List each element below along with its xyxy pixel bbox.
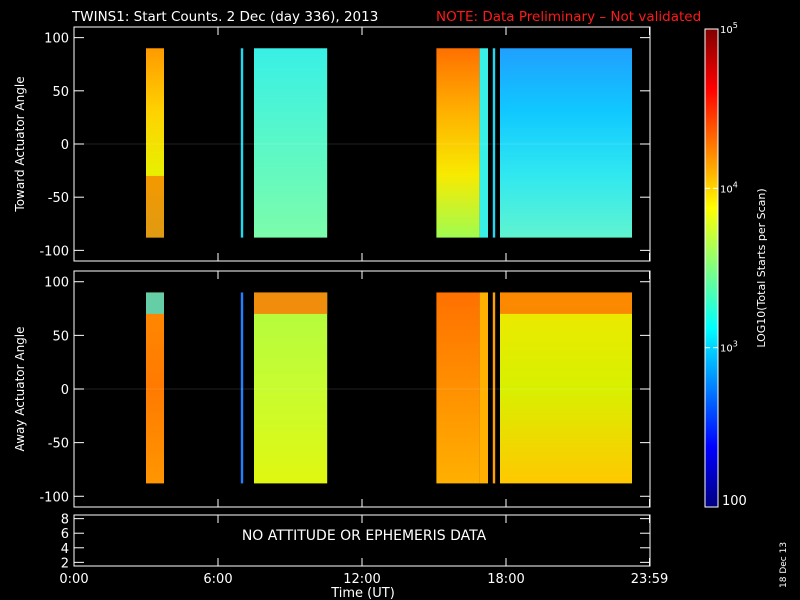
- heatmap-block: [240, 292, 244, 484]
- colorbar-label: LOG10(Total Starts per Scan): [755, 188, 768, 347]
- panels-group: 100 50 0 -50 -100 Toward Actuator Angle 100 50 0…: [13, 26, 668, 587]
- y-tick-label: -100: [39, 490, 69, 505]
- preliminary-note: NOTE: Data Preliminary – Not validated: [436, 9, 701, 25]
- y-tick-label: 8: [61, 513, 69, 528]
- x-tick-label: 6:00: [203, 572, 232, 587]
- heatmap-block: [492, 48, 496, 238]
- colorbar-gradient: [705, 29, 718, 507]
- y-tick-label: 2: [61, 556, 69, 571]
- y-tick-label: 0: [61, 383, 69, 398]
- x-axis-label: Time (UT): [330, 586, 395, 600]
- panel-top: 100 50 0 -50 -100 Toward Actuator Angle: [13, 26, 651, 262]
- y-tick-label: 100: [44, 32, 69, 47]
- heatmap-block: [436, 48, 480, 238]
- heatmap-block-edge: [146, 292, 164, 314]
- heatmap-block: [500, 292, 632, 484]
- date-stamp: 18 Dec 13: [779, 542, 789, 588]
- colorbar-min-label: 100: [722, 494, 747, 509]
- chart-title: TWINS1: Start Counts. 2 Dec (day 336), 2…: [71, 9, 378, 25]
- y-tick-label: -100: [39, 244, 69, 259]
- heatmap-block: [479, 48, 488, 238]
- heatmap-block: [146, 292, 164, 484]
- colorbar-frame: [704, 28, 719, 508]
- y-tick-label: -50: [48, 191, 69, 206]
- ephemeris-message: NO ATTITUDE OR EPHEMERIS DATA: [242, 528, 487, 544]
- heatmap-block-edge: [254, 292, 328, 314]
- y-axis-label: Toward Actuator Angle: [13, 76, 27, 212]
- heatmap-block: [492, 292, 496, 484]
- y-tick-label: 100: [44, 276, 69, 291]
- x-tick-label: 0:00: [59, 572, 88, 587]
- heatmap-block-edge: [500, 292, 632, 314]
- y-tick-label: 50: [52, 329, 69, 344]
- y-tick-label: 50: [52, 85, 69, 100]
- x-tick-label: 12:00: [343, 572, 380, 587]
- y-tick-label: 0: [61, 138, 69, 153]
- y-axis-label: Away Actuator Angle: [13, 326, 27, 451]
- heatmap-block-edge: [146, 175, 164, 238]
- heatmap-block: [479, 292, 488, 484]
- x-tick-label: 23:59: [631, 572, 668, 587]
- x-tick-labels: 0:00 6:00 12:00 18:00 23:59: [59, 572, 668, 587]
- heatmap-block: [254, 292, 328, 484]
- heatmap-block: [436, 292, 480, 484]
- heatmap-block: [240, 48, 244, 238]
- heatmap-block: [500, 48, 632, 238]
- y-tick-label: 6: [61, 527, 69, 542]
- y-tick-label: 4: [61, 542, 69, 557]
- x-tick-label: 18:00: [487, 572, 524, 587]
- panel-bottom: 100 50 0 -50 -100 Away Actuator Angle: [13, 270, 651, 508]
- y-tick-label: -50: [48, 437, 69, 452]
- heatmap-block: [254, 48, 328, 238]
